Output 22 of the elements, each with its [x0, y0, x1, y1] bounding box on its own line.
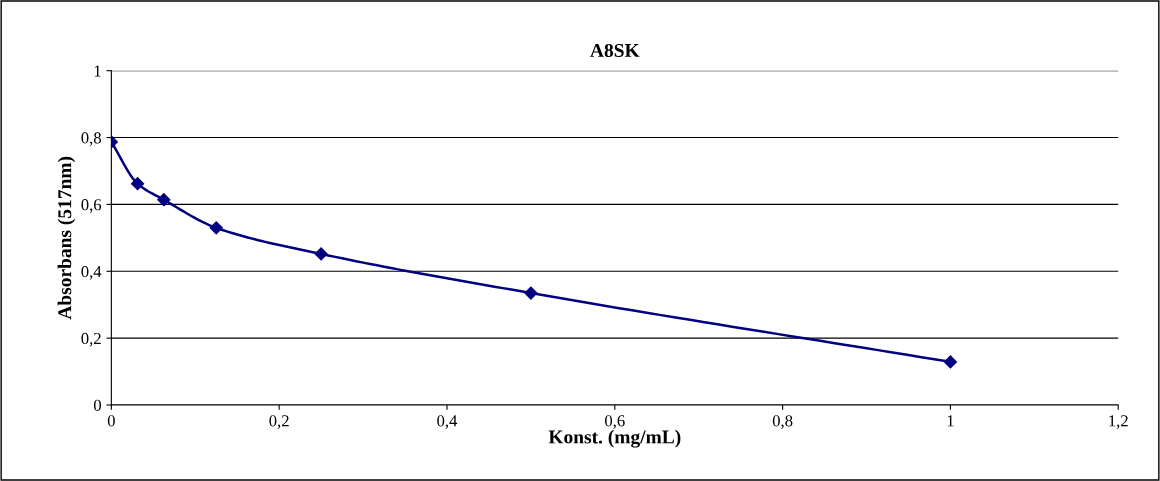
x-axis-title: Konst. (mg/mL) — [548, 429, 681, 448]
chart-title: A8SK — [590, 43, 640, 58]
point — [524, 286, 538, 300]
point — [209, 221, 223, 235]
x-tick-label: 0,8 — [772, 415, 793, 429]
point — [130, 177, 145, 191]
y-tick-label: 0,2 — [81, 332, 101, 347]
x-tick-label: 0,6 — [605, 415, 625, 429]
point — [943, 355, 958, 369]
x-tick-label: 0,4 — [437, 415, 458, 429]
x-tick-label: 0 — [107, 415, 115, 427]
x-tick-label: 1 — [947, 415, 954, 427]
y-tick-label: 0,4 — [81, 265, 102, 280]
y-tick-label: 0,6 — [81, 199, 102, 213]
y-tick-label: 1 — [94, 65, 101, 77]
y-tick-label: 0,8 — [81, 132, 101, 146]
x-tick-label: 0,2 — [269, 415, 289, 429]
y-tick-label: 0 — [93, 399, 101, 411]
x-tick-label: 1,2 — [1109, 415, 1128, 429]
y-axis-title: Absorbans (517nm) — [57, 156, 76, 320]
point — [314, 247, 328, 261]
point — [157, 193, 171, 207]
